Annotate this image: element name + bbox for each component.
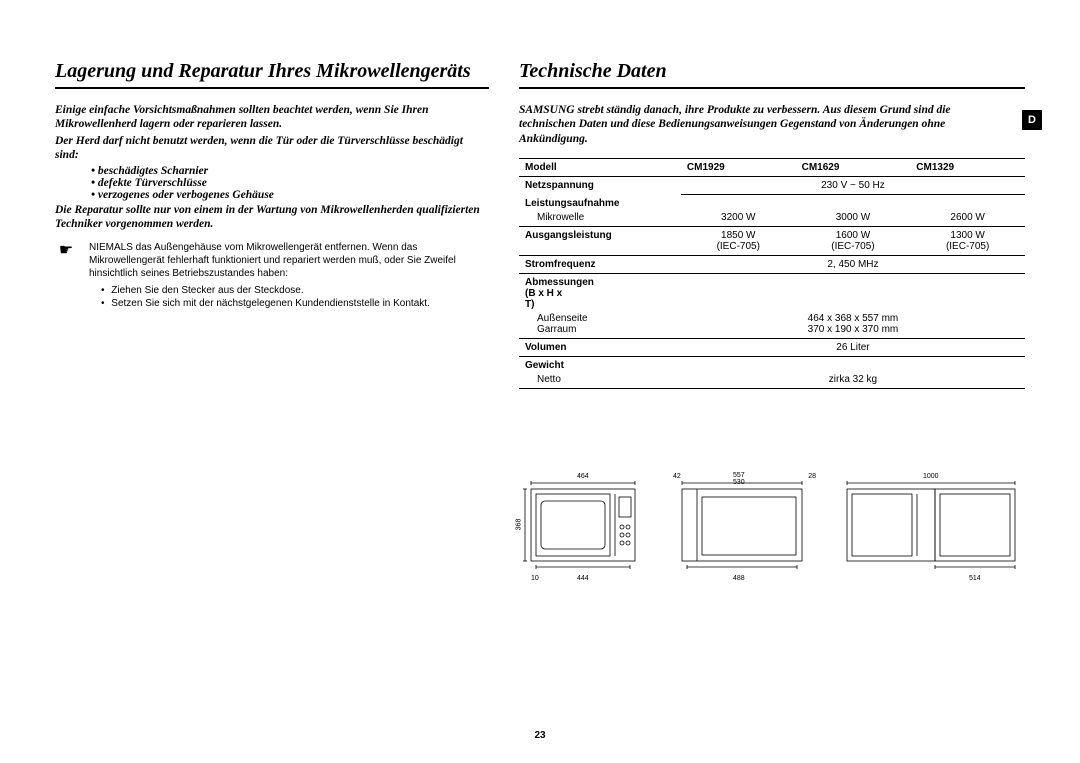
- microwave-side-icon: [667, 479, 817, 574]
- spec-table: Modell CM1929 CM1629 CM1329 Netzspannung…: [519, 158, 1025, 389]
- table-row: Leistungsaufnahme Mikrowelle 3200 W 3000…: [519, 195, 1025, 227]
- th-m3: CM1329: [910, 159, 1025, 177]
- note-main: NIEMALS das Außengehäuse vom Mikrowellen…: [89, 241, 489, 280]
- bullet-item: defekte Türverschlüsse: [91, 177, 489, 189]
- microwave-front-icon: [523, 479, 643, 574]
- dim-label: 530: [733, 479, 745, 486]
- cell-value: 26 Liter: [681, 338, 1025, 356]
- cell-label: Gewicht: [519, 357, 571, 374]
- note-bullet: Setzen Sie sich mit der nächstgelegenen …: [101, 297, 489, 310]
- table-row: Stromfrequenz 2, 450 MHz: [519, 255, 1025, 273]
- dim-label: 464: [577, 473, 589, 480]
- note-bullets: Ziehen Sie den Stecker aus der Steckdose…: [101, 284, 489, 310]
- diagram-side: 557 530 42 28 488: [667, 479, 817, 579]
- cell-value: 1300 W(IEC-705): [910, 226, 1025, 255]
- cell-label: Leistungsaufnahme: [519, 195, 571, 212]
- dim-label: 368: [515, 518, 522, 530]
- left-title: Lagerung und Reparatur Ihres Mikrowellen…: [55, 60, 489, 89]
- dim-label: 1000: [923, 473, 939, 480]
- cell-sublabel: Mikrowelle: [519, 212, 681, 226]
- right-intro: SAMSUNG strebt ständig danach, ihre Prod…: [519, 103, 1025, 146]
- dim-label: 488: [733, 575, 745, 582]
- cell-value: 3000 W: [796, 195, 911, 227]
- table-row: Abmessungen (B x H x T) Außenseite Garra…: [519, 273, 1025, 338]
- dim-label: 42: [673, 473, 681, 480]
- cell-value: 1600 W(IEC-705): [796, 226, 911, 255]
- th-m1: CM1929: [681, 159, 796, 177]
- table-row: Ausgangsleistung 1850 W(IEC-705) 1600 W(…: [519, 226, 1025, 255]
- dim-label: 514: [969, 575, 981, 582]
- diagram-front: 464 10 444 368: [523, 479, 643, 579]
- page-number: 23: [534, 730, 545, 741]
- left-bullets: beschädigtes Scharnier defekte Türversch…: [91, 165, 489, 201]
- left-intro-2: Der Herd darf nicht benutzt werden, wenn…: [55, 134, 489, 163]
- left-column: Lagerung und Reparatur Ihres Mikrowellen…: [55, 60, 489, 579]
- dim-label: 10: [531, 575, 539, 582]
- pointer-icon: ☛: [55, 241, 77, 310]
- cell-value: 464 x 368 x 557 mm370 x 190 x 370 mm: [681, 273, 1025, 338]
- warning-note: ☛ NIEMALS das Außengehäuse vom Mikrowell…: [55, 241, 489, 310]
- cell-sublabel: Außenseite: [519, 313, 681, 324]
- cell-label: Netzspannung: [519, 177, 681, 195]
- cell-value: 2600 W: [910, 195, 1025, 227]
- cell-label: Abmessungen (B x H x T): [519, 274, 571, 313]
- microwave-open-icon: [841, 479, 1021, 574]
- cell-sublabel: Garraum: [519, 324, 681, 338]
- dim-label: 444: [577, 575, 589, 582]
- bullet-item: beschädigtes Scharnier: [91, 165, 489, 177]
- note-bullet: Ziehen Sie den Stecker aus der Steckdose…: [101, 284, 489, 297]
- right-column: Technische Daten SAMSUNG strebt ständig …: [519, 60, 1025, 579]
- th-modell: Modell: [519, 159, 681, 177]
- cell-label: Volumen: [519, 338, 681, 356]
- cell-value: 3200 W: [681, 195, 796, 227]
- language-tab: D: [1022, 110, 1042, 130]
- table-row: Gewicht Netto zirka 32 kg: [519, 356, 1025, 388]
- table-row: Volumen 26 Liter: [519, 338, 1025, 356]
- cell-value: zirka 32 kg: [681, 356, 1025, 388]
- table-row: Modell CM1929 CM1629 CM1329: [519, 159, 1025, 177]
- left-intro-3: Die Reparatur sollte nur von einem in de…: [55, 203, 489, 232]
- cell-value: 1850 W(IEC-705): [681, 226, 796, 255]
- cell-value: 230 V ~ 50 Hz: [681, 177, 1025, 195]
- table-row: Netzspannung 230 V ~ 50 Hz: [519, 177, 1025, 195]
- cell-label: Stromfrequenz: [519, 255, 681, 273]
- dim-label: 28: [808, 473, 816, 480]
- bullet-item: verzogenes oder verbogenes Gehäuse: [91, 189, 489, 201]
- diagram-open: 1000 514: [841, 479, 1021, 579]
- dim-label: 557: [733, 472, 745, 479]
- cell-sublabel: Netto: [519, 374, 681, 388]
- cell-value: 2, 450 MHz: [681, 255, 1025, 273]
- right-title: Technische Daten: [519, 60, 1025, 89]
- left-intro-1: Einige einfache Vorsichtsmaßnahmen sollt…: [55, 103, 489, 132]
- dimension-diagrams: 464 10 444 368 557 530 42: [519, 479, 1025, 579]
- cell-label: Ausgangsleistung: [519, 226, 681, 255]
- th-m2: CM1629: [796, 159, 911, 177]
